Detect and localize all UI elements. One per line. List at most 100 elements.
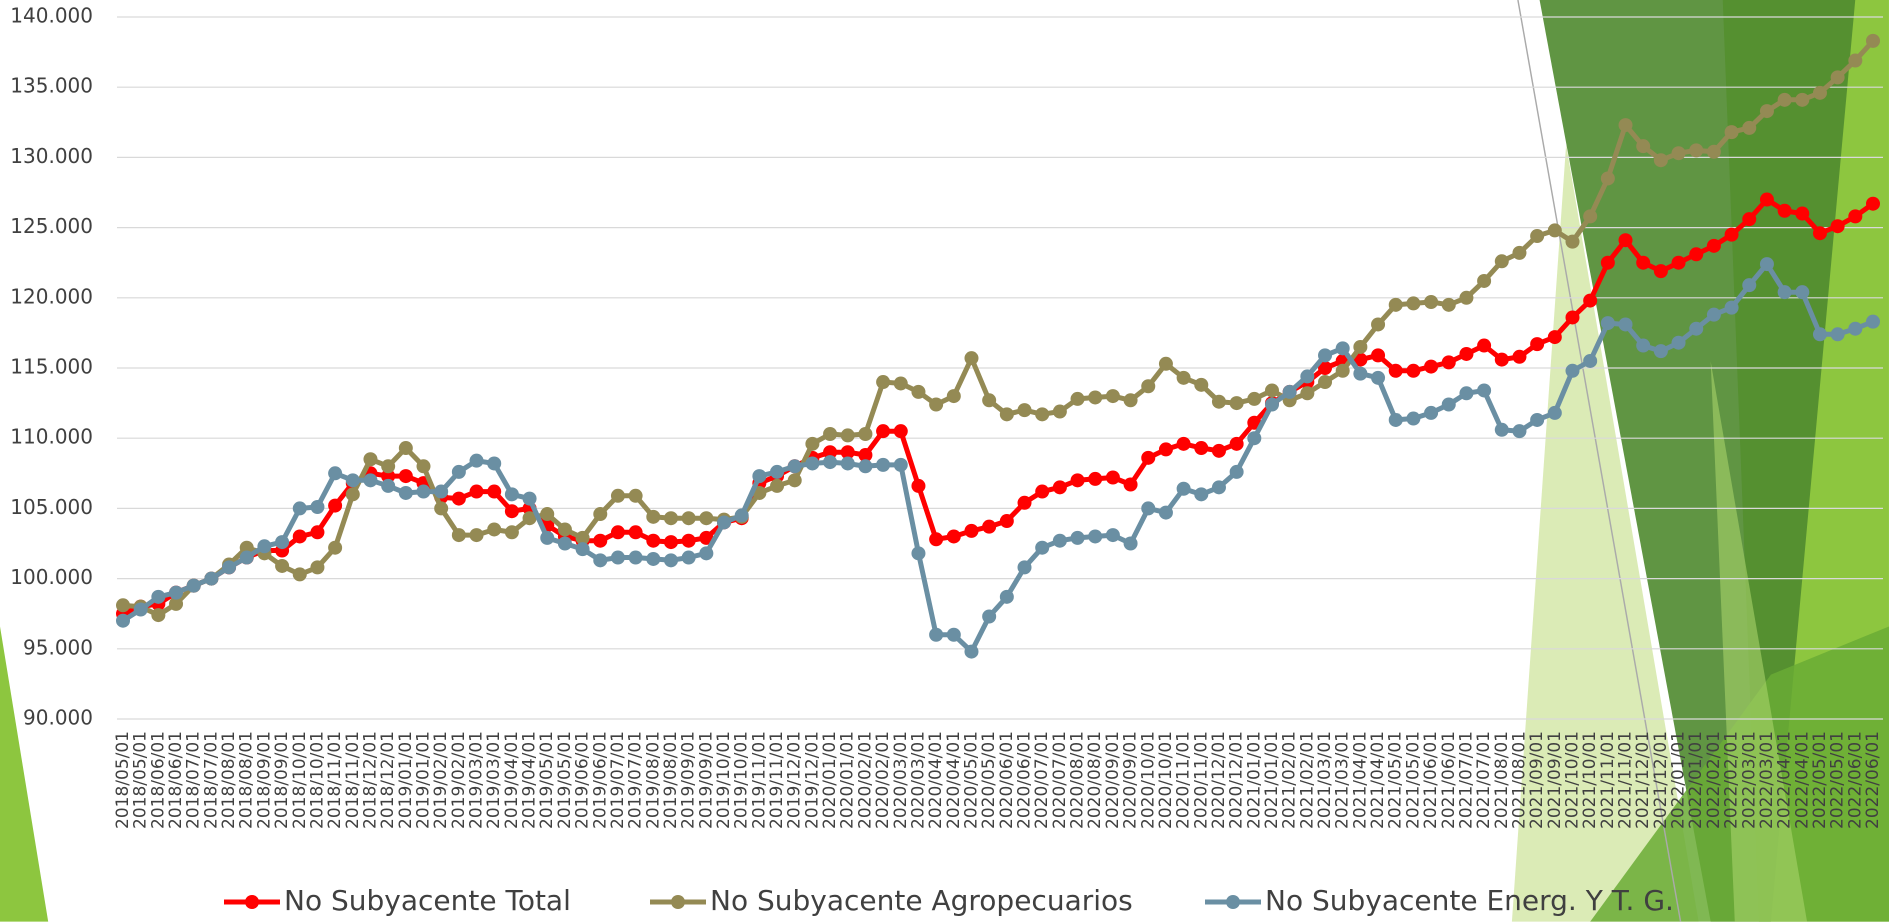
data-point — [558, 522, 572, 536]
data-point — [682, 534, 696, 548]
data-point — [1848, 322, 1862, 336]
y-tick-label: 130.000 — [10, 144, 93, 168]
data-point — [1831, 70, 1845, 84]
data-point — [204, 572, 218, 586]
data-point — [1636, 339, 1650, 353]
data-point — [823, 455, 837, 469]
data-point — [1495, 423, 1509, 437]
data-point — [1159, 357, 1173, 371]
data-point — [1601, 256, 1615, 270]
data-point — [1442, 298, 1456, 312]
data-point — [310, 500, 324, 514]
y-tick-label: 90.000 — [23, 706, 93, 730]
data-point — [1760, 257, 1774, 271]
data-point — [328, 541, 342, 555]
legend-label: No Subyacente Energ. Y T. G. — [1265, 884, 1674, 917]
data-point — [1548, 406, 1562, 420]
data-point — [664, 535, 678, 549]
data-point — [328, 499, 342, 513]
data-point — [1619, 233, 1633, 247]
data-point — [1389, 298, 1403, 312]
data-point — [929, 532, 943, 546]
data-point — [911, 479, 925, 493]
data-point — [328, 466, 342, 480]
y-tick-label: 100.000 — [10, 565, 93, 589]
data-point — [1530, 413, 1544, 427]
data-point — [947, 529, 961, 543]
data-point — [682, 511, 696, 525]
data-point — [1141, 379, 1155, 393]
data-point — [929, 628, 943, 642]
data-point — [381, 479, 395, 493]
data-point — [1318, 375, 1332, 389]
data-point — [540, 531, 554, 545]
data-point — [1141, 451, 1155, 465]
data-point — [381, 459, 395, 473]
data-point — [1194, 441, 1208, 455]
data-point — [1848, 209, 1862, 223]
data-point — [1619, 317, 1633, 331]
data-point — [805, 437, 819, 451]
data-point — [310, 560, 324, 574]
data-point — [1654, 264, 1668, 278]
data-point — [1424, 360, 1438, 374]
data-point — [116, 614, 130, 628]
data-point — [1300, 369, 1314, 383]
data-point — [1512, 350, 1526, 364]
data-point — [1000, 590, 1014, 604]
data-point — [1619, 118, 1633, 132]
data-point — [1689, 143, 1703, 157]
data-point — [1318, 348, 1332, 362]
data-point — [470, 528, 484, 542]
data-point — [487, 522, 501, 536]
data-point — [558, 537, 572, 551]
data-point — [1035, 485, 1049, 499]
data-point — [1778, 285, 1792, 299]
data-point — [1601, 316, 1615, 330]
data-point — [151, 590, 165, 604]
data-point — [1848, 54, 1862, 68]
data-point — [770, 465, 784, 479]
data-point — [1760, 193, 1774, 207]
data-point — [1477, 339, 1491, 353]
data-point — [1212, 444, 1226, 458]
data-point — [982, 393, 996, 407]
data-point — [470, 485, 484, 499]
data-point — [1053, 405, 1067, 419]
data-point — [257, 539, 271, 553]
data-point — [1442, 398, 1456, 412]
data-point — [1053, 534, 1067, 548]
chart: 90.00095.000100.000105.000110.000115.000… — [0, 0, 1889, 922]
data-point — [1424, 295, 1438, 309]
y-tick-label: 105.000 — [10, 495, 93, 519]
data-point — [1247, 392, 1261, 406]
data-point — [982, 520, 996, 534]
data-point — [275, 559, 289, 573]
data-point — [1000, 514, 1014, 528]
data-point — [646, 510, 660, 524]
data-point — [1725, 125, 1739, 139]
data-point — [1760, 104, 1774, 118]
data-point — [770, 479, 784, 493]
data-point — [1530, 229, 1544, 243]
data-point — [1212, 480, 1226, 494]
data-point — [1601, 171, 1615, 185]
data-point — [1194, 378, 1208, 392]
data-point — [664, 511, 678, 525]
data-point — [1300, 386, 1314, 400]
data-point — [1406, 412, 1420, 426]
data-point — [1831, 327, 1845, 341]
data-point — [894, 424, 908, 438]
data-point — [1159, 506, 1173, 520]
data-point — [664, 553, 678, 567]
data-point — [1071, 473, 1085, 487]
data-point — [646, 534, 660, 548]
data-point — [540, 507, 554, 521]
data-point — [593, 534, 607, 548]
x-tick-label: 2022/06/01 — [1863, 731, 1883, 829]
data-point — [735, 508, 749, 522]
data-point — [1778, 93, 1792, 107]
data-point — [1230, 465, 1244, 479]
data-point — [1565, 235, 1579, 249]
data-point — [1459, 347, 1473, 361]
